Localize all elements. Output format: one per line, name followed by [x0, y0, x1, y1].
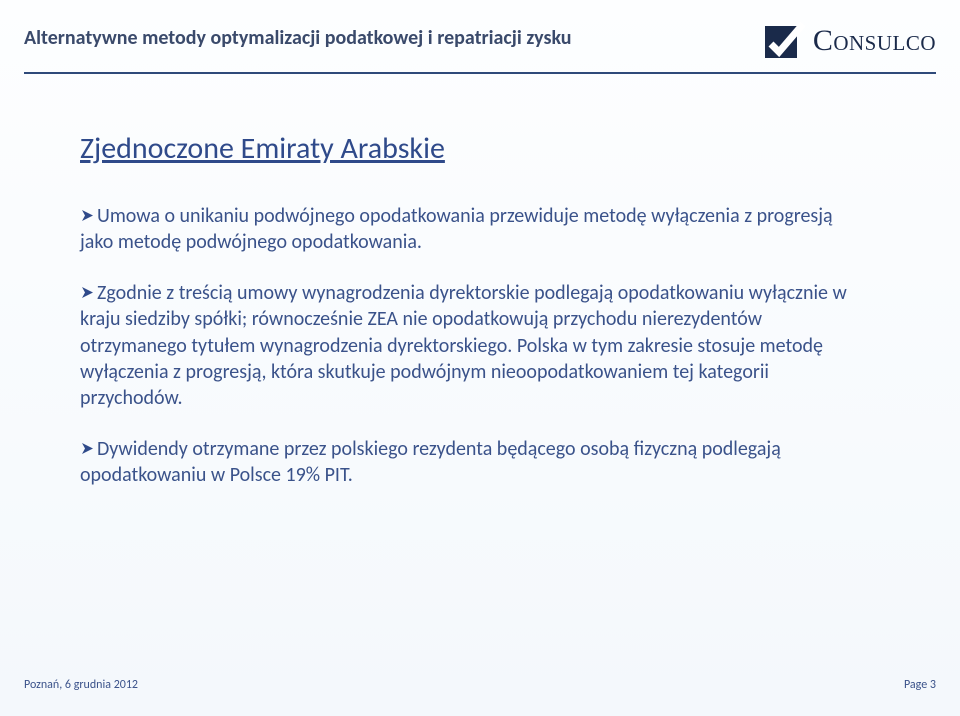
footer-page: Page 3	[904, 678, 936, 692]
bullet-text: Zgodnie z treścią umowy wynagrodzenia dy…	[80, 281, 847, 411]
bullet-text: Umowa o unikaniu podwójnego opodatkowani…	[80, 204, 833, 254]
slide-content: Zjednoczone Emiraty Arabskie Umowa o uni…	[0, 74, 960, 489]
bullet-arrow-icon	[80, 280, 95, 306]
footer-date: Poznań, 6 grudnia 2012	[24, 678, 138, 692]
slide-footer: Poznań, 6 grudnia 2012 Page 3	[24, 678, 936, 692]
slide-header: Alternatywne metody optymalizacji podatk…	[0, 0, 960, 62]
bullet-item: Dywidendy otrzymane przez polskiego rezy…	[80, 436, 864, 489]
bullet-arrow-icon	[80, 203, 95, 229]
bullet-item: Zgodnie z treścią umowy wynagrodzenia dy…	[80, 280, 864, 412]
logo: Consulco	[763, 20, 936, 62]
header-title: Alternatywne metody optymalizacji podatk…	[24, 20, 572, 50]
logo-text: Consulco	[813, 24, 936, 58]
bullet-text: Dywidendy otrzymane przez polskiego rezy…	[80, 437, 781, 487]
bullet-item: Umowa o unikaniu podwójnego opodatkowani…	[80, 203, 864, 256]
slide-title: Zjednoczone Emiraty Arabskie	[80, 130, 864, 167]
logo-checkmark-icon	[763, 20, 805, 62]
bullet-arrow-icon	[80, 436, 95, 462]
